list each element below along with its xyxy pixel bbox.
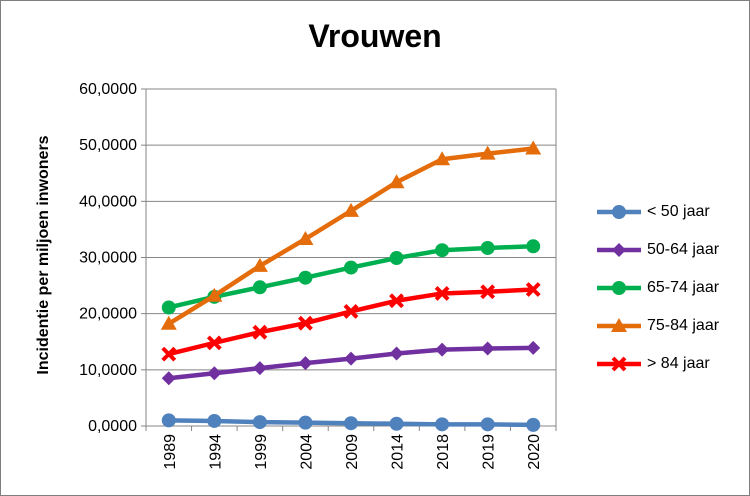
data-point [435,342,450,357]
data-point [480,284,496,300]
x-tick-label: 2014 [390,434,407,470]
data-point [389,416,404,431]
data-point [161,300,176,315]
series-line [168,244,534,310]
data-point [344,260,358,275]
data-point [298,356,313,371]
legend-marker [611,318,627,332]
legend-swatch [597,318,641,332]
data-point [434,151,451,166]
series-5 [161,282,541,362]
data-point [344,351,358,366]
data-point [343,202,359,217]
data-point [343,304,359,319]
data-point [389,251,404,266]
data-point [252,280,267,295]
legend-label: > 84 jaar [647,355,710,372]
x-tick-label: 1999 [253,434,270,470]
legend-swatch [597,281,641,295]
x-tick-label: 2020 [526,434,543,470]
y-tick-label: 30,0000 [79,250,137,267]
x-tick-label: 1989 [162,434,179,470]
legend-label: 50-64 jaar [647,241,720,258]
data-point [480,341,495,356]
data-point [479,145,496,160]
data-point [251,257,268,272]
data-point [206,287,223,302]
x-tick-label: 1994 [207,434,224,470]
legend-swatch [597,243,641,257]
x-tick-label: 2018 [435,434,452,470]
series-3 [161,239,541,315]
data-point [160,315,177,330]
data-point [434,286,450,301]
chart-title: Vrouwen [308,18,442,54]
y-tick-label: 20,0000 [79,306,137,323]
legend-item: > 84 jaar [595,345,745,383]
data-point [480,417,495,432]
legend-swatch [597,356,641,372]
legend-label: 75-84 jaar [647,317,720,334]
series-1 [161,413,541,432]
y-tick-label: 0,0000 [88,418,137,435]
data-point [252,361,267,376]
data-point [252,324,268,340]
data-point [526,417,541,432]
y-tick-label: 40,0000 [79,193,137,210]
data-point [161,371,176,386]
legend-item: 65-74 jaar [595,269,745,307]
data-point [480,240,495,255]
data-point [344,416,358,431]
data-point [526,239,541,254]
data-point [161,413,176,428]
data-point [161,346,177,362]
legend-marker [612,281,626,295]
data-point [252,415,267,430]
data-point [389,346,404,361]
data-point [435,417,450,432]
legend-label: 65-74 jaar [647,279,720,296]
data-point [206,335,222,351]
legend-item: < 50 jaar [595,193,745,231]
series-2 [161,340,541,386]
legend-label: < 50 jaar [647,203,710,220]
data-point [526,340,541,355]
series-4 [160,140,542,330]
data-point [298,415,313,430]
legend: < 50 jaar 50-64 jaar 65-74 jaar 75-84 jaar >… [595,193,745,383]
data-point [297,230,314,245]
data-point [525,282,541,297]
x-tick-label: 2004 [298,434,315,470]
y-tick-label: 10,0000 [79,362,137,379]
legend-marker [611,356,627,372]
data-point [388,174,405,189]
data-point [298,315,313,331]
y-tick-label: 60,0000 [79,81,137,98]
data-point [207,366,222,381]
data-point [435,243,450,258]
x-tick-label: 2009 [344,434,361,470]
legend-swatch [597,205,641,219]
data-point [525,140,542,155]
data-point [298,270,313,285]
y-tick-label: 50,0000 [79,137,137,154]
series-line [167,146,534,326]
series-line [168,287,534,357]
data-point [207,413,222,428]
data-point [389,293,404,309]
x-tick-label: 2019 [481,434,498,470]
legend-marker [612,243,626,257]
legend-marker [612,205,626,219]
legend-item: 75-84 jaar [595,307,745,345]
legend-item: 50-64 jaar [595,231,745,269]
